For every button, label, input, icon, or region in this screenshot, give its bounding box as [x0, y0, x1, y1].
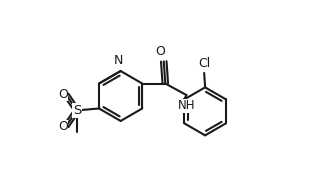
Text: O: O [156, 45, 165, 58]
Text: O: O [58, 88, 68, 101]
Text: S: S [73, 104, 81, 117]
Text: O: O [58, 120, 68, 133]
Text: Cl: Cl [198, 57, 210, 70]
Text: NH: NH [178, 99, 195, 112]
Text: N: N [114, 54, 124, 67]
